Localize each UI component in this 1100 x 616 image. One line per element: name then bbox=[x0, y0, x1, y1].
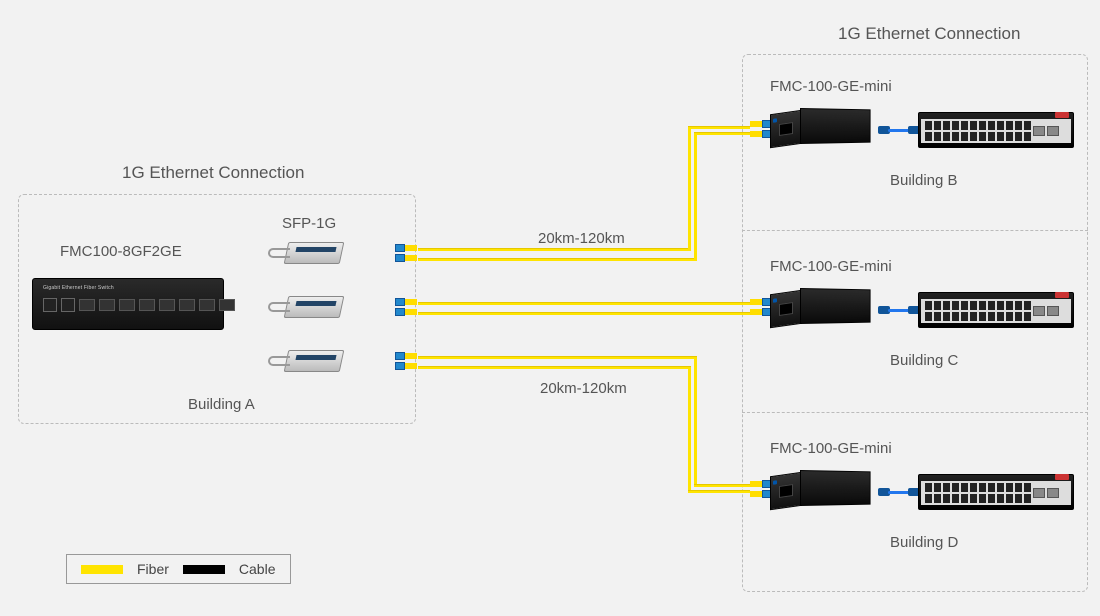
fiber-3-seg-a2 bbox=[418, 366, 690, 369]
lc-connector-left-2 bbox=[395, 298, 419, 318]
fiber-1-seg-a bbox=[418, 248, 690, 251]
right-title: 1G Ethernet Connection bbox=[838, 24, 1020, 44]
patch-cable-3 bbox=[878, 490, 920, 496]
fiber-1-seg-b2 bbox=[694, 132, 697, 261]
rack-switch-2 bbox=[918, 292, 1074, 328]
building-b-label: Building B bbox=[890, 172, 958, 189]
legend-fiber-label: Fiber bbox=[137, 561, 169, 577]
fiber-3-seg-b2 bbox=[688, 366, 691, 492]
legend-cable-label: Cable bbox=[239, 561, 276, 577]
fiber-3-seg-b bbox=[694, 356, 697, 486]
fiber-1-seg-a2 bbox=[418, 258, 696, 261]
rack-switch-1 bbox=[918, 112, 1074, 148]
fiber-2-seg-a bbox=[418, 302, 750, 305]
mini-mc-1-model: FMC-100-GE-mini bbox=[770, 78, 892, 95]
fiber-1-seg-c2 bbox=[694, 132, 750, 135]
legend: Fiber Cable bbox=[66, 554, 291, 584]
lc-connector-right-3 bbox=[748, 480, 772, 500]
fiber-1-seg-c bbox=[688, 126, 750, 129]
fiber-1-seg-b bbox=[688, 126, 691, 251]
right-divider-2 bbox=[742, 412, 1088, 413]
sfp-module-2 bbox=[268, 292, 342, 322]
fiber-3-seg-c2 bbox=[688, 490, 750, 493]
distance-bottom: 20km-120km bbox=[540, 380, 627, 397]
building-d-label: Building D bbox=[890, 534, 958, 551]
fiber-2-seg-a2 bbox=[418, 312, 750, 315]
sfp-label: SFP-1G bbox=[282, 215, 336, 232]
lc-connector-right-2 bbox=[748, 298, 772, 318]
fiber-3-seg-a bbox=[418, 356, 696, 359]
lc-connector-left-3 bbox=[395, 352, 419, 372]
mini-mc-2 bbox=[770, 284, 880, 330]
lc-connector-right-1 bbox=[748, 120, 772, 140]
building-a-label: Building A bbox=[188, 396, 255, 413]
mini-mc-1 bbox=[770, 104, 880, 150]
legend-fiber-swatch bbox=[81, 565, 123, 574]
left-title: 1G Ethernet Connection bbox=[122, 163, 304, 183]
right-divider-1 bbox=[742, 230, 1088, 231]
patch-cable-2 bbox=[878, 308, 920, 314]
fiber-3-seg-c bbox=[694, 484, 750, 487]
distance-top: 20km-120km bbox=[538, 230, 625, 247]
main-switch-device: Gigabit Ethernet Fiber Switch bbox=[32, 278, 224, 330]
sfp-module-1 bbox=[268, 238, 342, 268]
patch-cable-1 bbox=[878, 128, 920, 134]
main-switch-model: FMC100-8GF2GE bbox=[60, 243, 182, 260]
sfp-module-3 bbox=[268, 346, 342, 376]
lc-connector-left-1 bbox=[395, 244, 419, 264]
rack-switch-3 bbox=[918, 474, 1074, 510]
mini-mc-2-model: FMC-100-GE-mini bbox=[770, 258, 892, 275]
building-c-label: Building C bbox=[890, 352, 958, 369]
mini-mc-3-model: FMC-100-GE-mini bbox=[770, 440, 892, 457]
legend-cable-swatch bbox=[183, 565, 225, 574]
mini-mc-3 bbox=[770, 466, 880, 512]
